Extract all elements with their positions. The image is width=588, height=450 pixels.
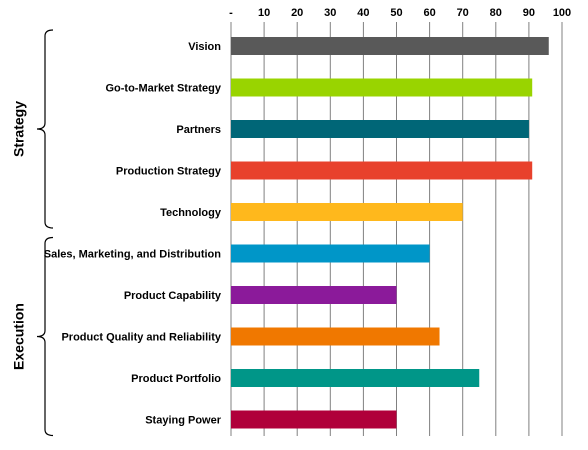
- bar: [231, 410, 397, 429]
- bar: [231, 244, 430, 263]
- x-tick-label: 40: [357, 7, 369, 19]
- x-tick-label: 20: [291, 7, 303, 19]
- x-tick-label: 80: [490, 7, 502, 19]
- x-tick-label: -: [229, 7, 233, 19]
- x-tick-label: 90: [523, 7, 535, 19]
- x-tick-label: 50: [390, 7, 402, 19]
- bar: [231, 161, 533, 180]
- group-braces: Strategy Execution: [11, 29, 54, 437]
- bars: [231, 37, 549, 429]
- group-label: Execution: [11, 303, 27, 370]
- bar: [231, 369, 480, 387]
- bar: [231, 286, 397, 304]
- category-label: Vision: [188, 41, 221, 53]
- group-label: Strategy: [11, 101, 27, 157]
- group-brace: [36, 29, 54, 229]
- category-label: Product Portfolio: [131, 373, 221, 385]
- x-axis-ticks: - 10 20 30 40 50 60 70 80 90 100: [229, 7, 571, 19]
- bar: [231, 78, 533, 97]
- category-label: Technology: [160, 207, 222, 219]
- category-label: Partners: [176, 124, 221, 136]
- bar: [231, 327, 440, 346]
- category-labels: Vision Go-to-Market Strategy Partners Produ…: [44, 41, 222, 427]
- x-tick-label: 70: [457, 7, 469, 19]
- x-tick-label: 30: [324, 7, 336, 19]
- category-label: Production Strategy: [116, 166, 222, 178]
- category-label: Product Capability: [124, 290, 222, 302]
- category-label: Go-to-Market Strategy: [105, 83, 221, 95]
- x-tick-label: 10: [258, 7, 270, 19]
- group-brace: [36, 236, 54, 437]
- category-label: Staying Power: [145, 415, 222, 427]
- x-tick-label: 100: [553, 7, 571, 19]
- bar: [231, 120, 529, 138]
- category-label: Sales, Marketing, and Distribution: [44, 249, 222, 261]
- bar: [231, 37, 549, 55]
- x-tick-label: 60: [423, 7, 435, 19]
- bar: [231, 203, 463, 221]
- category-label: Product Quality and Reliability: [61, 332, 221, 344]
